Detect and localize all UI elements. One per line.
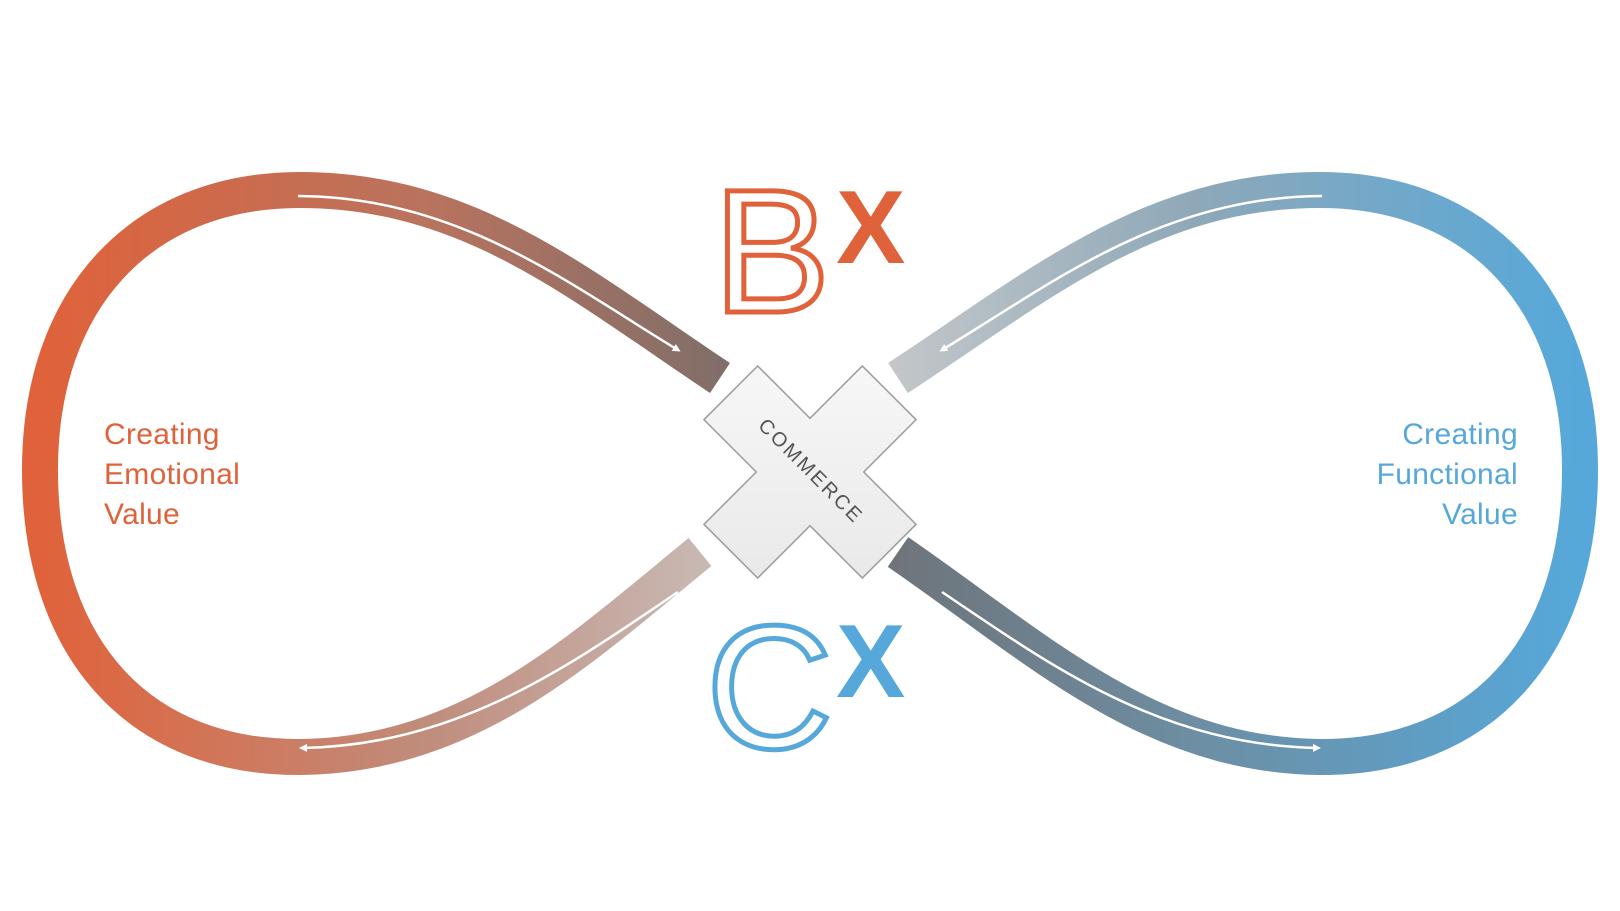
cx-letter: C xyxy=(706,590,833,786)
cx-superscript: X xyxy=(836,604,905,720)
bx-mark: B X xyxy=(711,152,906,353)
bx-letter: B xyxy=(713,154,830,350)
functional-label-line-2: Functional xyxy=(1376,458,1518,491)
emotional-label-line-3: Value xyxy=(104,498,181,531)
right-top-flow-arrow xyxy=(939,194,1323,352)
functional-label-line-1: Creating xyxy=(1402,418,1518,451)
right-loop-top-band xyxy=(888,171,1598,471)
commerce-cross: COMMERCE xyxy=(702,364,918,580)
right-bottom-flow-arrow xyxy=(941,590,1321,752)
cx-mark: C X xyxy=(704,588,906,789)
right-loop xyxy=(887,171,1598,776)
functional-label-line-3: Value xyxy=(1441,498,1518,531)
left-loop-top-band xyxy=(22,171,730,471)
right-loop-bottom-band xyxy=(887,469,1598,776)
left-top-flow-arrow xyxy=(297,194,681,352)
functional-value-label: Creating Functional Value xyxy=(1377,415,1518,535)
emotional-label-line-2: Emotional xyxy=(104,458,241,491)
left-loop xyxy=(22,171,730,776)
commerce-cross-shape xyxy=(702,364,918,580)
left-bottom-flow-arrow xyxy=(299,590,679,752)
bx-superscript: X xyxy=(836,170,905,286)
emotional-value-label: Creating Emotional Value xyxy=(104,415,240,535)
left-loop-bottom-band xyxy=(22,469,712,776)
emotional-label-line-1: Creating xyxy=(104,418,220,451)
